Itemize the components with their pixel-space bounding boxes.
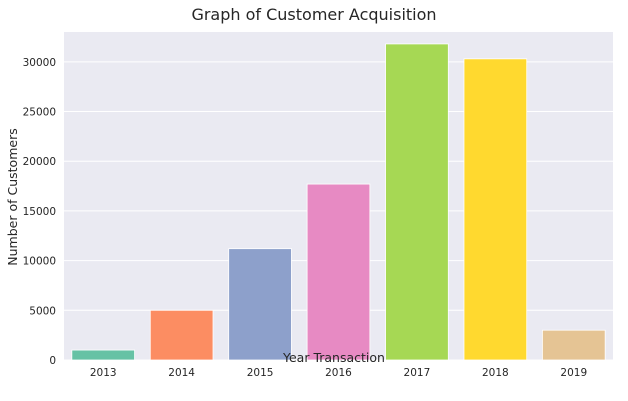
x-tick-label: 2017 — [404, 367, 431, 379]
x-tick-label: 2016 — [325, 367, 352, 379]
x-tick-label: 2014 — [168, 367, 195, 379]
y-tick-label: 20000 — [23, 156, 56, 168]
x-tick-label: 2013 — [90, 367, 117, 379]
x-tick-label: 2018 — [482, 367, 509, 379]
y-tick-label: 25000 — [23, 107, 56, 119]
bar-2013 — [71, 349, 135, 361]
y-tick-label: 5000 — [29, 305, 56, 317]
bar-2016 — [306, 183, 371, 361]
y-tick-labels: 0 5000 10000 15000 20000 25000 30000 — [23, 57, 56, 367]
y-tick-label: 30000 — [23, 57, 56, 69]
bar-2019 — [542, 329, 606, 361]
bar-2018 — [463, 58, 528, 361]
chart-title: Graph of Customer Acquisition — [191, 5, 436, 24]
y-tick-label: 15000 — [23, 206, 56, 218]
bar-2017 — [385, 43, 449, 361]
bar-2014 — [149, 309, 214, 361]
x-tick-label: 2019 — [560, 367, 587, 379]
y-tick-label: 0 — [49, 355, 56, 367]
y-tick-label: 10000 — [23, 256, 56, 268]
x-tick-label: 2015 — [247, 367, 274, 379]
bars — [71, 43, 606, 361]
y-axis-label: Number of Customers — [5, 128, 20, 265]
x-axis-label: Year Transaction — [282, 350, 385, 365]
bar-2015 — [228, 248, 292, 361]
x-tick-labels: 2013 2014 2015 2016 2017 2018 2019 — [90, 367, 587, 379]
